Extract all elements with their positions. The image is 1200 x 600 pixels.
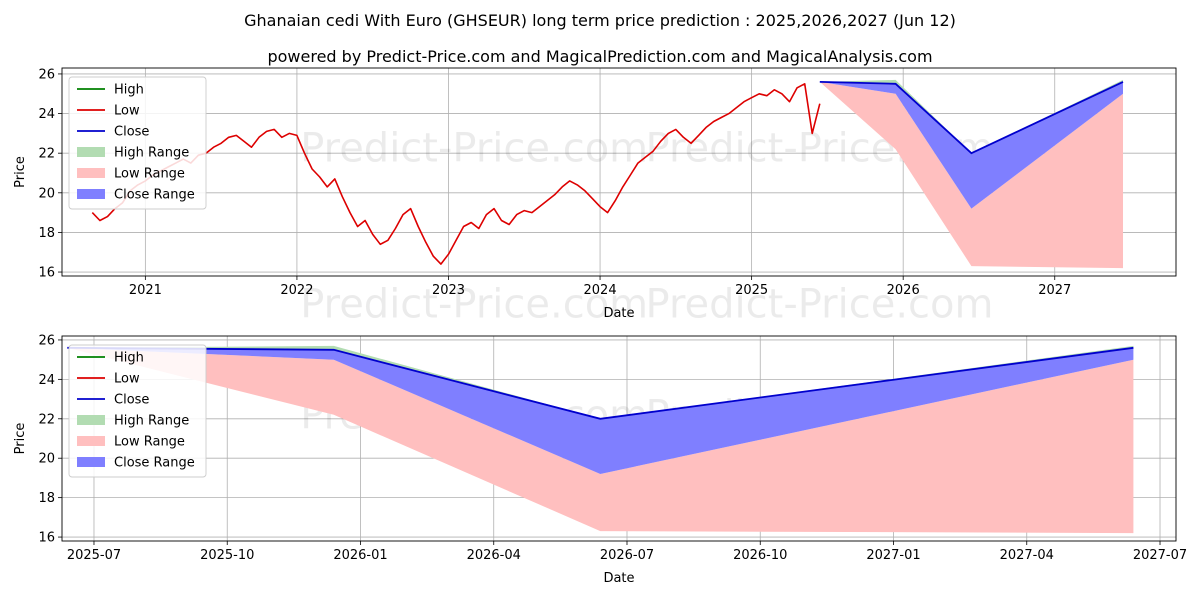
top-legend-swatch-3	[77, 147, 105, 157]
top-watermark-3: Predict-Price.com	[300, 282, 648, 328]
bottom-legend-label-3: High Range	[114, 414, 189, 429]
top-legend-label-1: Low	[114, 104, 140, 119]
bottom-xtick-label-8: 2027-07	[1133, 548, 1187, 563]
top-xtick-label-5: 2026	[887, 283, 920, 298]
bottom-ylabel: Price	[13, 423, 28, 455]
bottom-xtick-label-3: 2026-04	[467, 548, 521, 563]
top-ytick-label-3: 22	[38, 147, 55, 162]
top-xlabel: Date	[603, 306, 634, 321]
bottom-xtick-label-7: 2027-04	[1000, 548, 1054, 563]
bottom-ytick-label-1: 18	[38, 491, 55, 506]
top-ytick-label-4: 24	[38, 107, 55, 122]
top-ytick-label-5: 26	[38, 67, 55, 82]
bottom-low-range-band	[67, 347, 1134, 534]
bottom-xtick-label-6: 2027-01	[866, 548, 920, 563]
bottom-legend-swatch-4	[77, 436, 105, 446]
bottom-legend-label-4: Low Range	[114, 435, 185, 450]
bottom-xlabel: Date	[603, 571, 634, 586]
top-legend-label-4: Low Range	[114, 167, 185, 182]
chart-title: Ghanaian cedi With Euro (GHSEUR) long te…	[244, 11, 956, 30]
bottom-legend-label-5: Close Range	[114, 456, 195, 471]
bottom-ytick-label-5: 26	[38, 333, 55, 348]
top-legend-label-2: Close	[114, 125, 149, 140]
bottom-ytick-label-3: 22	[38, 412, 55, 427]
bottom-legend-swatch-3	[77, 415, 105, 425]
top-plot-area	[91, 79, 1124, 269]
bottom-close-range-band	[67, 347, 1134, 474]
top-xtick-label-0: 2021	[129, 283, 162, 298]
top-ylabel: Price	[13, 156, 28, 188]
top-close-range-band	[819, 81, 1123, 209]
bottom-xtick-label-4: 2026-07	[600, 548, 654, 563]
top-history-line	[91, 83, 821, 265]
chart-subtitle: powered by Predict-Price.com and Magical…	[267, 47, 932, 66]
bottom-legend-label-1: Low	[114, 372, 140, 387]
bottom-frame	[61, 335, 1177, 542]
top-legend-swatch-5	[77, 189, 105, 199]
bottom-legend-label-0: High	[114, 351, 144, 366]
bottom-ytick-label-2: 20	[38, 452, 55, 467]
top-legend: High Low Close High Range Low Range Close Ran…	[68, 76, 207, 210]
top-ytick-label-1: 18	[38, 226, 55, 241]
bottom-ytick-label-4: 24	[38, 373, 55, 388]
top-legend-label-5: Close Range	[114, 188, 195, 203]
bottom-xtick-label-1: 2025-10	[200, 548, 254, 563]
top-legend-label-0: High	[114, 83, 144, 98]
top-frame	[61, 67, 1177, 277]
bottom-xtick-label-5: 2026-10	[733, 548, 787, 563]
top-ytick-label-2: 20	[38, 186, 55, 201]
top-ytick-label-0: 16	[38, 266, 55, 281]
bottom-legend-swatch-5	[77, 457, 105, 467]
top-watermark-1: Predict-Price.com	[300, 126, 648, 172]
bottom-xtick-label-0: 2025-07	[67, 548, 121, 563]
top-xtick-label-1: 2022	[280, 283, 313, 298]
bottom-ytick-label-0: 16	[38, 531, 55, 546]
top-xtick-label-3: 2024	[584, 283, 617, 298]
bottom-panel: Predict-Price.comPredict-Price.com2025-0…	[13, 333, 1187, 586]
top-watermark-4: Predict-Price.com	[646, 282, 994, 328]
bottom-legend-label-2: Close	[114, 393, 149, 408]
top-close-line	[819, 81, 1124, 155]
bottom-xtick-label-2: 2026-01	[333, 548, 387, 563]
top-panel: Predict-Price.comPredict-Price.comPredic…	[13, 67, 1177, 328]
bottom-legend: High Low Close High Range Low Range Close Ran…	[68, 344, 207, 478]
top-legend-swatch-4	[77, 168, 105, 178]
top-xtick-label-6: 2027	[1038, 283, 1071, 298]
top-low-range-band	[819, 81, 1123, 269]
top-xtick-label-4: 2025	[735, 283, 768, 298]
top-legend-label-3: High Range	[114, 146, 189, 161]
top-xtick-label-2: 2023	[432, 283, 465, 298]
